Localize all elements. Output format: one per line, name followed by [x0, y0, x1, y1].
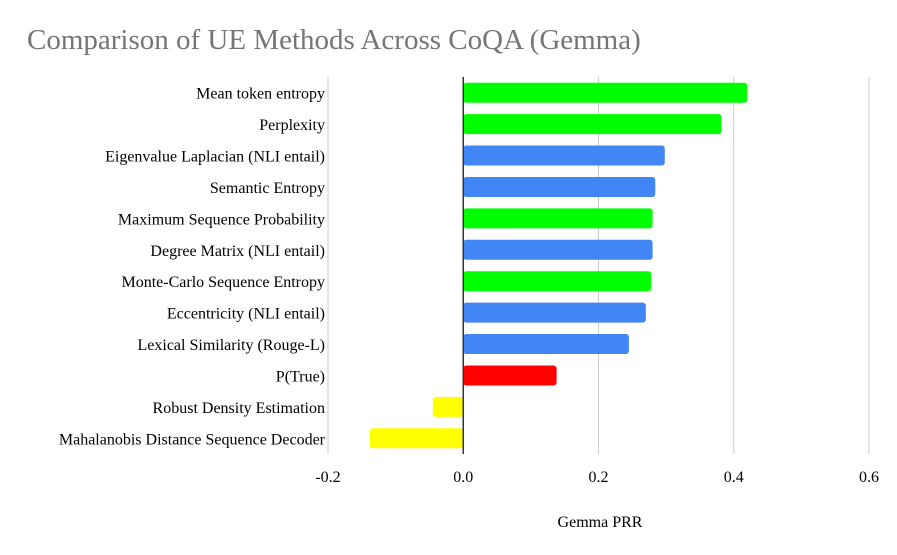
bars — [369, 82, 748, 449]
category-label: Eigenvalue Laplacian (NLI entail) — [105, 149, 325, 166]
bar — [463, 271, 652, 292]
bar — [463, 334, 629, 355]
bar — [463, 365, 557, 386]
bar — [463, 239, 653, 260]
category-label: Maximum Sequence Probability — [118, 211, 325, 228]
x-tick-label: 0.2 — [589, 469, 609, 486]
x-tick-label: 0.6 — [859, 469, 879, 486]
category-label: P(True) — [276, 368, 325, 385]
category-label: Perplexity — [259, 117, 325, 134]
bar — [463, 302, 646, 323]
category-label: Mahalanobis Distance Sequence Decoder — [59, 431, 326, 448]
bar — [463, 145, 665, 166]
bar — [463, 208, 653, 229]
bar — [463, 176, 656, 197]
category-label: Mean token entropy — [196, 86, 325, 103]
category-label: Semantic Entropy — [210, 180, 325, 197]
category-labels: Mean token entropy Perplexity Eigenvalue L… — [59, 86, 326, 449]
chart-title: Comparison of UE Methods Across CoQA (Ge… — [27, 24, 641, 56]
x-tick-label: -0.2 — [315, 469, 340, 486]
bar — [463, 114, 722, 135]
x-tick-labels: -0.2 0.0 0.2 0.4 0.6 — [315, 469, 879, 486]
category-label: Lexical Similarity (Rouge-L) — [138, 337, 326, 354]
category-label: Robust Density Estimation — [153, 400, 325, 417]
category-label: Monte-Carlo Sequence Entropy — [122, 274, 326, 291]
category-label: Eccentricity (NLI entail) — [167, 306, 325, 323]
category-label: Degree Matrix (NLI entail) — [150, 243, 325, 260]
x-axis-title: Gemma PRR — [558, 514, 643, 531]
bar — [432, 396, 464, 417]
x-tick-label: 0.0 — [453, 469, 473, 486]
x-tick-label: 0.4 — [724, 469, 744, 486]
bar — [369, 428, 464, 449]
bar — [463, 82, 748, 103]
grid-lines — [327, 77, 870, 454]
